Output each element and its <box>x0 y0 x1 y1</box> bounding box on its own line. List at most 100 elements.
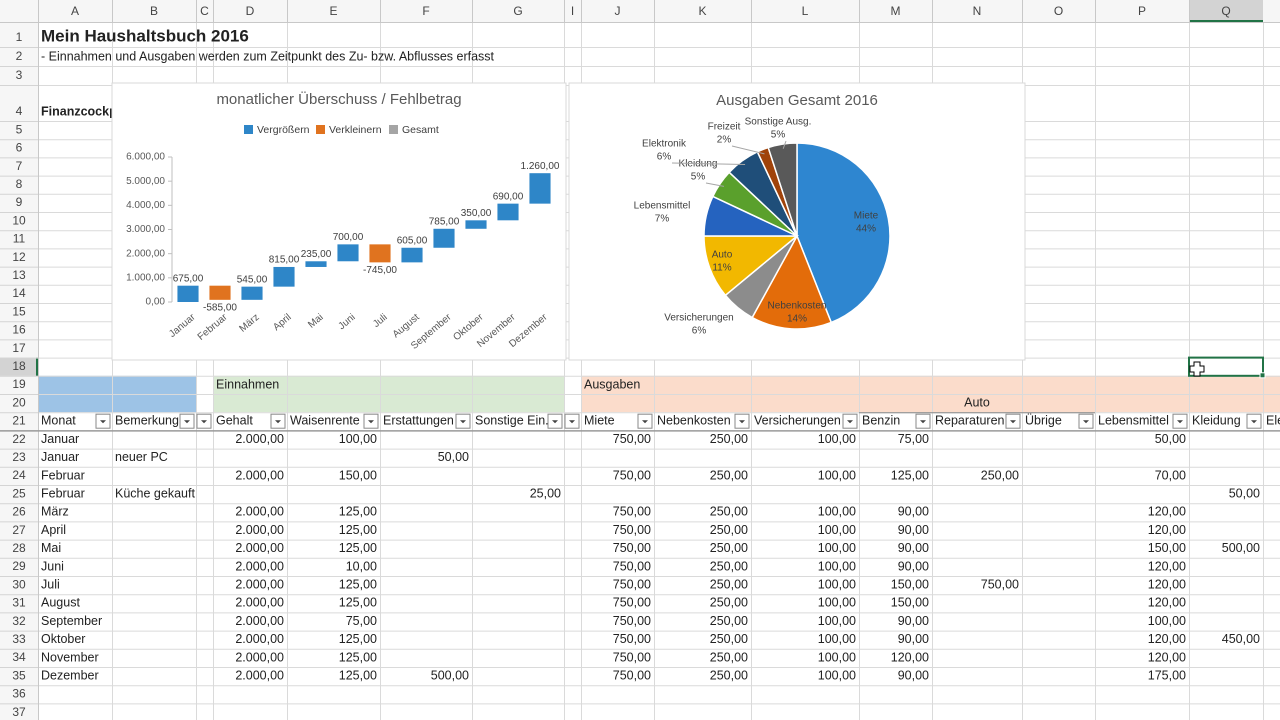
y-tick-label: 3.000,00 <box>126 224 165 235</box>
cell: 100,00 <box>818 614 856 628</box>
cell: 2.000,00 <box>235 432 284 446</box>
cell: 120,00 <box>1148 632 1186 646</box>
filter-button[interactable] <box>735 414 749 428</box>
pie-label: Elektronik <box>642 139 687 150</box>
y-tick-label: 0,00 <box>146 297 166 308</box>
column-heading: Erstattungen <box>383 414 454 428</box>
filter-button[interactable] <box>1079 414 1093 428</box>
bar <box>337 244 358 261</box>
row-number: 30 <box>12 577 26 591</box>
cell: 125,00 <box>891 468 929 482</box>
pie-value-label: 44% <box>856 224 876 235</box>
legend-label: Vergrößern <box>257 124 310 136</box>
filter-button[interactable] <box>96 414 110 428</box>
row-number: 32 <box>12 614 26 628</box>
cell: 250,00 <box>710 559 748 573</box>
value-label: 815,00 <box>269 255 300 266</box>
cell: 100,00 <box>818 523 856 537</box>
value-label: 675,00 <box>173 273 204 284</box>
filter-button[interactable] <box>1006 414 1020 428</box>
cell: 750,00 <box>613 632 651 646</box>
row-number: 15 <box>12 304 26 318</box>
column-letter: A <box>71 4 79 18</box>
cell: 50,00 <box>438 450 469 464</box>
cell: 100,00 <box>818 432 856 446</box>
value-label: 690,00 <box>493 191 524 202</box>
row-number: 5 <box>16 122 23 136</box>
column-letter: G <box>513 4 522 18</box>
pie-value-label: 14% <box>787 314 807 325</box>
value-label: 235,00 <box>301 249 332 260</box>
row-number: 22 <box>12 432 26 446</box>
filter-button[interactable] <box>364 414 378 428</box>
row-number: 4 <box>16 104 23 118</box>
filter-button[interactable] <box>271 414 285 428</box>
y-tick-label: 6.000,00 <box>126 152 165 163</box>
cell: 750,00 <box>613 614 651 628</box>
filter-button[interactable] <box>638 414 652 428</box>
filter-button[interactable] <box>548 414 562 428</box>
filter-button[interactable] <box>1173 414 1187 428</box>
pie-value-label: 6% <box>692 326 707 337</box>
filter-button[interactable] <box>843 414 857 428</box>
cell: April <box>41 523 66 537</box>
cell: 125,00 <box>339 541 377 555</box>
value-label: 700,00 <box>333 232 364 243</box>
value-label: 605,00 <box>397 235 428 246</box>
filter-button[interactable] <box>916 414 930 428</box>
filter-button[interactable] <box>565 414 579 428</box>
row-number: 37 <box>12 705 26 719</box>
cell: 2.000,00 <box>235 596 284 610</box>
cell: Juli <box>41 577 60 591</box>
cell: 120,00 <box>891 650 929 664</box>
cell: 100,00 <box>818 468 856 482</box>
cell: 90,00 <box>898 505 929 519</box>
cell: 450,00 <box>1222 632 1260 646</box>
cell: 150,00 <box>339 468 377 482</box>
cell: Februar <box>41 486 85 500</box>
cell: 2.000,00 <box>235 668 284 682</box>
cell: 250,00 <box>710 468 748 482</box>
filter-button[interactable] <box>1247 414 1261 428</box>
waterfall-chart: monatlicher Überschuss / FehlbetragVergr… <box>112 83 566 360</box>
column-letter: E <box>329 4 337 18</box>
row-number: 8 <box>16 177 23 191</box>
cell: 75,00 <box>898 432 929 446</box>
bar <box>305 261 326 267</box>
legend-label: Verkleinern <box>329 124 382 136</box>
cell: neuer PC <box>115 450 168 464</box>
cell: August <box>41 596 80 610</box>
pie-label: Versicherungen <box>664 313 734 324</box>
filter-button[interactable] <box>456 414 470 428</box>
cell: 750,00 <box>613 577 651 591</box>
cell: 175,00 <box>1148 668 1186 682</box>
column-letter: D <box>246 4 255 18</box>
column-heading: Übrige <box>1025 414 1062 428</box>
cell: 25,00 <box>530 486 561 500</box>
cell: 75,00 <box>346 614 377 628</box>
cell: 250,00 <box>981 468 1019 482</box>
y-tick-label: 2.000,00 <box>126 248 165 259</box>
cell: 120,00 <box>1148 650 1186 664</box>
bar <box>369 244 390 262</box>
column-heading: Monat <box>41 414 76 428</box>
cell: 2.000,00 <box>235 614 284 628</box>
column-letter: L <box>802 4 809 18</box>
cell: 125,00 <box>339 596 377 610</box>
column-letter: J <box>615 4 621 18</box>
cell: 100,00 <box>818 541 856 555</box>
cell: 250,00 <box>710 505 748 519</box>
value-label: 1.260,00 <box>521 161 560 172</box>
column-letter: P <box>1138 4 1146 18</box>
cell: 750,00 <box>613 668 651 682</box>
cell: 750,00 <box>613 432 651 446</box>
filter-button[interactable] <box>180 414 194 428</box>
pie-label: Auto <box>712 250 733 261</box>
value-label: 785,00 <box>429 216 460 227</box>
cell: 250,00 <box>710 650 748 664</box>
cell: 750,00 <box>613 523 651 537</box>
bar <box>465 220 486 228</box>
filter-button[interactable] <box>197 414 211 428</box>
cell: 70,00 <box>1155 468 1186 482</box>
bar <box>401 248 422 263</box>
